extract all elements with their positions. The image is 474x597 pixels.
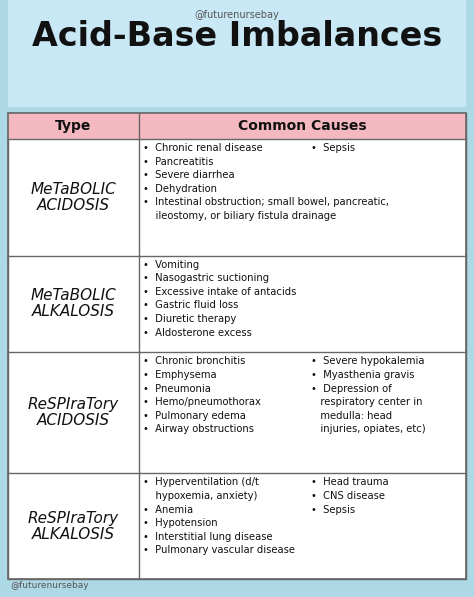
Text: •  Hyperventilation (d/t
    hypoxemia, anxiety)
•  Anemia
•  Hypotension
•  Int: • Hyperventilation (d/t hypoxemia, anxie… <box>143 478 294 555</box>
Text: ReSPIraTory: ReSPIraTory <box>27 510 119 526</box>
Bar <box>8 113 466 579</box>
Text: ACIDOSIS: ACIDOSIS <box>37 413 110 429</box>
Text: MeTaBOLIC: MeTaBOLIC <box>30 182 116 197</box>
Text: ACIDOSIS: ACIDOSIS <box>37 198 110 213</box>
Text: Type: Type <box>55 119 91 133</box>
Bar <box>8 0 466 107</box>
Text: •  Chronic bronchitis
•  Emphysema
•  Pneumonia
•  Hemo/pneumothorax
•  Pulmonar: • Chronic bronchitis • Emphysema • Pneum… <box>143 356 260 435</box>
Text: ReSPIraTory: ReSPIraTory <box>27 398 119 413</box>
Bar <box>8 113 466 139</box>
Bar <box>8 113 466 579</box>
Text: •  Chronic renal disease
•  Pancreatitis
•  Severe diarrhea
•  Dehydration
•  In: • Chronic renal disease • Pancreatitis •… <box>143 143 389 221</box>
Text: @futurenursebay: @futurenursebay <box>195 10 279 20</box>
Text: •  Vomiting
•  Nasogastric suctioning
•  Excessive intake of antacids
•  Gastric: • Vomiting • Nasogastric suctioning • Ex… <box>143 260 296 337</box>
Text: •  Sepsis: • Sepsis <box>311 143 355 153</box>
Text: MeTaBOLIC: MeTaBOLIC <box>30 288 116 303</box>
Text: Acid-Base Imbalances: Acid-Base Imbalances <box>32 20 442 53</box>
Text: @futurenursebay: @futurenursebay <box>10 581 89 590</box>
Text: •  Head trauma
•  CNS disease
•  Sepsis: • Head trauma • CNS disease • Sepsis <box>311 478 388 515</box>
Text: •  Severe hypokalemia
•  Myasthenia gravis
•  Depression of
   respiratory cente: • Severe hypokalemia • Myasthenia gravis… <box>311 356 426 435</box>
Text: ALKALOSIS: ALKALOSIS <box>32 527 115 541</box>
Text: Common Causes: Common Causes <box>238 119 366 133</box>
Text: ALKALOSIS: ALKALOSIS <box>32 304 115 319</box>
